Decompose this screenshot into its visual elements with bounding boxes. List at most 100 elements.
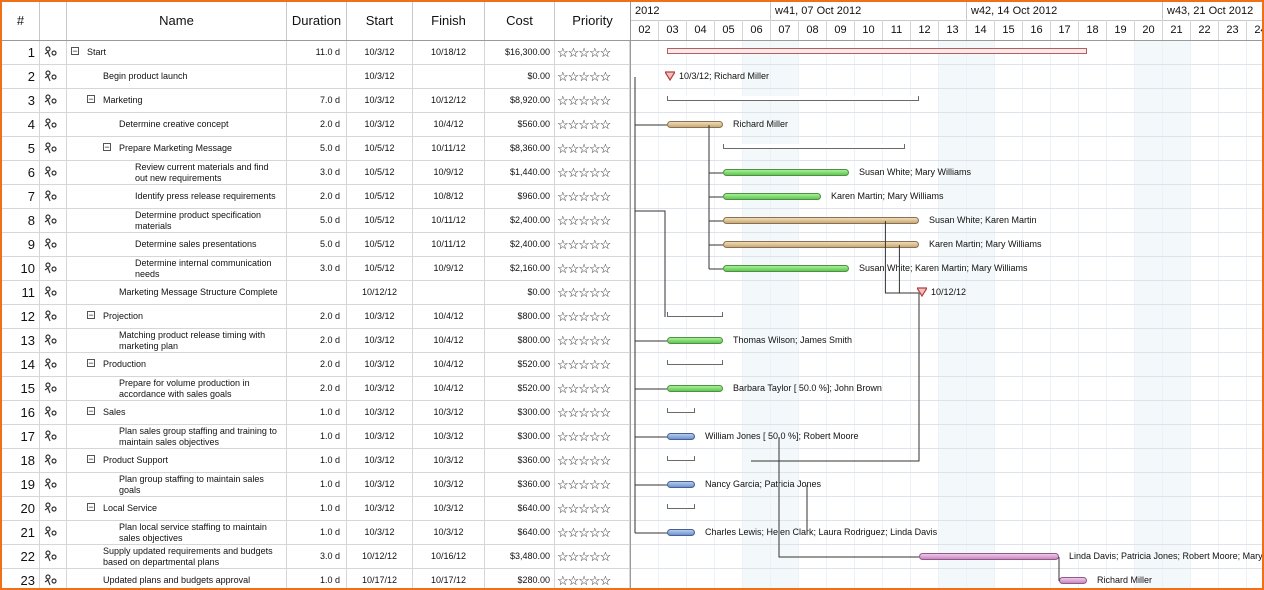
table-row[interactable]: 20− Local Service 1.0 d 10/3/12 10/3/12 $640.… xyxy=(2,497,630,521)
priority-stars[interactable]: ☆☆☆☆☆ xyxy=(555,65,630,88)
column-header-finish[interactable]: Finish xyxy=(413,2,485,40)
priority-stars[interactable]: ☆☆☆☆☆ xyxy=(555,353,630,376)
priority-stars[interactable]: ☆☆☆☆☆ xyxy=(555,137,630,160)
priority-stars[interactable]: ☆☆☆☆☆ xyxy=(555,305,630,328)
priority-stars[interactable]: ☆☆☆☆☆ xyxy=(555,281,630,304)
task-name-cell[interactable]: Updated plans and budgets approval xyxy=(67,569,287,588)
table-row[interactable]: 14− Production 2.0 d 10/3/12 10/4/12 $520.00 ☆… xyxy=(2,353,630,377)
table-row[interactable]: 10 Determine internal communication needs… xyxy=(2,257,630,281)
task-name-cell[interactable]: − Prepare Marketing Message xyxy=(67,137,287,160)
column-header-priority[interactable]: Priority xyxy=(572,13,613,28)
column-header-cost[interactable]: Cost xyxy=(485,2,555,40)
collapse-toggle-icon[interactable]: − xyxy=(87,406,95,416)
priority-stars[interactable]: ☆☆☆☆☆ xyxy=(555,425,630,448)
task-name-cell[interactable]: − Start xyxy=(67,41,287,64)
task-name-cell[interactable]: Begin product launch xyxy=(67,65,287,88)
collapse-toggle-icon[interactable]: − xyxy=(87,94,95,104)
column-header-name[interactable]: Name xyxy=(67,2,287,40)
priority-stars[interactable]: ☆☆☆☆☆ xyxy=(555,329,630,352)
summary-bar[interactable] xyxy=(667,504,695,509)
task-name-cell[interactable]: Plan group staffing to maintain sales go… xyxy=(67,473,287,496)
task-bar[interactable] xyxy=(667,529,695,536)
table-row[interactable]: 2 Begin product launch 10/3/12 $0.00 ☆☆☆☆☆ xyxy=(2,65,630,89)
task-bar[interactable] xyxy=(667,433,695,440)
table-row[interactable]: 12− Projection 2.0 d 10/3/12 10/4/12 $800.00 ☆… xyxy=(2,305,630,329)
summary-bar[interactable] xyxy=(667,360,723,365)
table-row[interactable]: 22 Supply updated requirements and budget… xyxy=(2,545,630,569)
task-name-cell[interactable]: Determine creative concept xyxy=(67,113,287,136)
task-name-cell[interactable]: Review current materials and find out ne… xyxy=(67,161,287,184)
summary-bar[interactable] xyxy=(667,312,723,317)
task-name-cell[interactable]: Plan local service staffing to maintain … xyxy=(67,521,287,544)
priority-stars[interactable]: ☆☆☆☆☆ xyxy=(555,449,630,472)
task-bar[interactable] xyxy=(723,217,919,224)
table-row[interactable]: 15 Prepare for volume production in accor… xyxy=(2,377,630,401)
collapse-toggle-icon[interactable]: − xyxy=(71,46,79,56)
column-header-number[interactable]: # xyxy=(2,2,40,40)
table-row[interactable]: 8 Determine product specification materia… xyxy=(2,209,630,233)
table-row[interactable]: 19 Plan group staffing to maintain sales … xyxy=(2,473,630,497)
table-row[interactable]: 16− Sales 1.0 d 10/3/12 10/3/12 $300.00 ☆☆☆☆☆ xyxy=(2,401,630,425)
task-name-cell[interactable]: − Production xyxy=(67,353,287,376)
task-name-cell[interactable]: Plan sales group staffing and training t… xyxy=(67,425,287,448)
task-bar[interactable] xyxy=(723,241,919,248)
priority-stars[interactable]: ☆☆☆☆☆ xyxy=(555,41,630,64)
collapse-toggle-icon[interactable]: − xyxy=(103,142,111,152)
collapse-toggle-icon[interactable]: − xyxy=(87,358,95,368)
collapse-toggle-icon[interactable]: − xyxy=(87,454,95,464)
table-row[interactable]: 21 Plan local service staffing to maintai… xyxy=(2,521,630,545)
column-header-icon[interactable] xyxy=(40,2,67,40)
milestone-icon[interactable] xyxy=(665,71,675,81)
collapse-toggle-icon[interactable]: − xyxy=(87,310,95,320)
table-row[interactable]: 17 Plan sales group staffing and training… xyxy=(2,425,630,449)
task-name-cell[interactable]: Prepare for volume production in accorda… xyxy=(67,377,287,400)
column-header-start[interactable]: Start xyxy=(347,2,413,40)
milestone-icon[interactable] xyxy=(917,287,927,297)
task-name-cell[interactable]: Identify press release requirements xyxy=(67,185,287,208)
priority-stars[interactable]: ☆☆☆☆☆ xyxy=(555,569,630,588)
task-name-cell[interactable]: − Marketing xyxy=(67,89,287,112)
task-name-cell[interactable]: Marketing Message Structure Complete xyxy=(67,281,287,304)
table-row[interactable]: 3− Marketing 7.0 d 10/3/12 10/12/12 $8,920.00… xyxy=(2,89,630,113)
priority-stars[interactable]: ☆☆☆☆☆ xyxy=(555,209,630,232)
priority-stars[interactable]: ☆☆☆☆☆ xyxy=(555,377,630,400)
table-row[interactable]: 9 Determine sales presentations 5.0 d 10/5/… xyxy=(2,233,630,257)
summary-bar[interactable] xyxy=(667,456,695,461)
task-name-cell[interactable]: − Product Support xyxy=(67,449,287,472)
priority-stars[interactable]: ☆☆☆☆☆ xyxy=(555,521,630,544)
summary-bar[interactable] xyxy=(667,48,1087,54)
task-bar[interactable] xyxy=(667,337,723,344)
task-name-cell[interactable]: − Projection xyxy=(67,305,287,328)
task-bar[interactable] xyxy=(667,385,723,392)
task-name-cell[interactable]: Matching product release timing with mar… xyxy=(67,329,287,352)
column-header-duration[interactable]: Duration xyxy=(287,2,347,40)
priority-stars[interactable]: ☆☆☆☆☆ xyxy=(555,545,630,568)
priority-stars[interactable]: ☆☆☆☆☆ xyxy=(555,113,630,136)
priority-stars[interactable]: ☆☆☆☆☆ xyxy=(555,401,630,424)
task-name-cell[interactable]: − Local Service xyxy=(67,497,287,520)
priority-stars[interactable]: ☆☆☆☆☆ xyxy=(555,473,630,496)
task-bar[interactable] xyxy=(667,121,723,128)
summary-bar[interactable] xyxy=(667,96,919,101)
priority-stars[interactable]: ☆☆☆☆☆ xyxy=(555,233,630,256)
priority-stars[interactable]: ☆☆☆☆☆ xyxy=(555,185,630,208)
task-name-cell[interactable]: Determine sales presentations xyxy=(67,233,287,256)
table-row[interactable]: 5− Prepare Marketing Message 5.0 d 10/5/12 1… xyxy=(2,137,630,161)
table-row[interactable]: 18− Product Support 1.0 d 10/3/12 10/3/12 $36… xyxy=(2,449,630,473)
table-row[interactable]: 1− Start 11.0 d 10/3/12 10/18/12 $16,300.00 ☆☆… xyxy=(2,41,630,65)
collapse-toggle-icon[interactable]: − xyxy=(87,502,95,512)
table-row[interactable]: 11 Marketing Message Structure Complete 10… xyxy=(2,281,630,305)
priority-stars[interactable]: ☆☆☆☆☆ xyxy=(555,497,630,520)
task-bar[interactable] xyxy=(667,481,695,488)
table-row[interactable]: 7 Identify press release requirements 2.0 … xyxy=(2,185,630,209)
task-bar[interactable] xyxy=(723,193,821,200)
table-row[interactable]: 6 Review current materials and find out n… xyxy=(2,161,630,185)
task-bar[interactable] xyxy=(723,265,849,272)
task-name-cell[interactable]: − Sales xyxy=(67,401,287,424)
task-name-cell[interactable]: Supply updated requirements and budgets … xyxy=(67,545,287,568)
task-name-cell[interactable]: Determine internal communication needs xyxy=(67,257,287,280)
task-name-cell[interactable]: Determine product specification material… xyxy=(67,209,287,232)
table-row[interactable]: 23 Updated plans and budgets approval 1.0 … xyxy=(2,569,630,588)
task-bar[interactable] xyxy=(723,169,849,176)
task-bar[interactable] xyxy=(919,553,1059,560)
